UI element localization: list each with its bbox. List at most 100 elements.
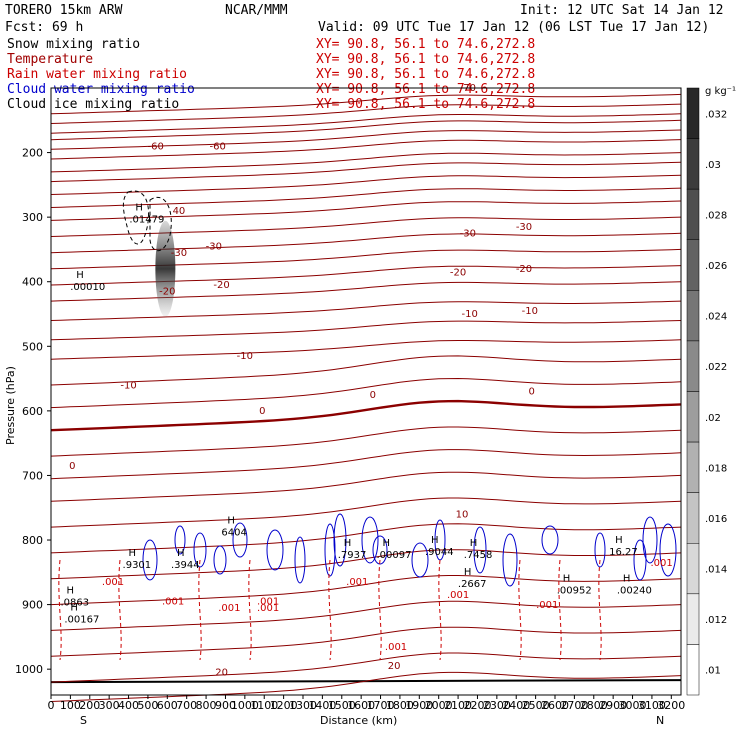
isotherm-label: 40	[173, 206, 186, 217]
rain-water-contour	[328, 559, 332, 661]
colorbar-label: .014	[705, 565, 727, 576]
maximum-h: H	[623, 574, 631, 585]
maximum-h: H	[177, 548, 185, 559]
cloud-water-contour	[324, 523, 336, 577]
isotherm-line	[50, 187, 682, 208]
rain-label: .001	[102, 577, 124, 588]
maximum-marker: H.00240	[617, 574, 652, 597]
maximum-h: H	[382, 538, 390, 549]
isotherm-label: 10	[456, 509, 469, 520]
cloud-ice-contour	[122, 190, 150, 245]
maximum-h: H	[67, 585, 75, 596]
x-tick-label: 3000	[619, 699, 647, 712]
colorbar-label: .032	[705, 109, 727, 120]
field-xy-snow: XY= 90.8, 56.1 to 74.6,272.8	[316, 37, 535, 52]
isotherm-line	[50, 320, 682, 341]
x-tick-label: 1200	[270, 699, 298, 712]
x-tick-label: 2900	[599, 699, 627, 712]
y-tick-label: 700	[22, 469, 43, 482]
y-tick-label: 200	[22, 147, 43, 160]
colorbar-segment	[686, 340, 700, 392]
rain-label: .001	[162, 597, 184, 608]
init-label: Init: 12 UTC Sat 14 Jan 12	[520, 3, 724, 18]
isotherm-label: -30	[171, 248, 187, 259]
rain-label: .001	[257, 603, 279, 614]
maximum-value: .00167	[64, 615, 99, 626]
axes: S N Distance (km) Pressure (hPa) 0 100200…	[4, 87, 685, 727]
cloud-water-contour	[193, 532, 207, 568]
y-tick-label: 1000	[15, 663, 43, 676]
maximum-value: .01479	[129, 214, 164, 225]
cloud-water-contour	[232, 522, 248, 558]
colorbar-segment	[686, 188, 700, 241]
x-tick-label: 600	[157, 699, 178, 712]
isotherm-line	[50, 103, 682, 124]
isotherm-line	[50, 232, 682, 254]
cloud-water-contour	[659, 523, 677, 577]
x-tick-label: 1400	[308, 699, 336, 712]
maximum-value: .9044	[425, 547, 454, 558]
isotherm-line	[50, 426, 682, 457]
colorbar-segment	[686, 138, 700, 190]
cloud-water-contour	[294, 536, 306, 584]
isotherm-line	[50, 300, 682, 321]
isotherm-line	[50, 575, 682, 606]
isotherm-label: -10	[120, 380, 136, 391]
maximum-h: H	[227, 516, 235, 527]
colorbar-segment	[686, 492, 700, 544]
colorbar-segment	[686, 644, 700, 696]
rain-water-contour	[198, 559, 202, 661]
x-tick-label: 800	[196, 699, 217, 712]
cloud-water-contour	[142, 539, 158, 581]
rain-water-contour	[558, 559, 562, 661]
colorbar-label: .012	[705, 615, 727, 626]
maximum-marker: H.00167	[64, 603, 99, 626]
isotherm-line	[50, 281, 682, 302]
isotherm-line	[50, 161, 682, 183]
isotherm-line	[50, 248, 682, 270]
y-tick-label: 600	[22, 405, 43, 418]
colorbar-label: .02	[705, 413, 721, 424]
rain-label: .001	[650, 558, 672, 569]
chart-header: TORERO 15km ARW NCAR/MMM Init: 12 UTC Sa…	[5, 3, 724, 35]
rain-label: .001	[218, 603, 240, 614]
maximum-value: .0863	[61, 597, 90, 608]
cloud-water-contour	[473, 526, 487, 574]
isotherm-line	[50, 139, 682, 160]
x-tick-label: 700	[176, 699, 197, 712]
field-name-rain: Rain water mixing ratio	[7, 67, 187, 82]
x-tick-label: 1300	[289, 699, 317, 712]
field-name-cloud-ice: Cloud ice mixing ratio	[7, 97, 179, 112]
isotherm-line	[50, 497, 682, 528]
x-tick-label: 2600	[541, 699, 569, 712]
isotherm-label: -30	[206, 241, 222, 252]
maximum-h: H	[464, 567, 472, 578]
x-tick-label: 3200	[657, 699, 685, 712]
cloud-ice-contour	[149, 197, 172, 252]
rain-label: .001	[346, 577, 368, 588]
maximum-value: .7458	[464, 550, 493, 561]
plot-frame	[50, 87, 682, 696]
maximum-h: H	[70, 603, 78, 614]
isotherm-label: -30	[516, 222, 532, 233]
maximum-value: .7937	[338, 550, 367, 561]
x-tick-label: 1900	[405, 699, 433, 712]
isotherm-line	[50, 626, 682, 657]
isotherm-line	[50, 377, 682, 409]
maximum-value: .00010	[70, 282, 105, 293]
colorbar-segment	[686, 543, 700, 595]
x-axis-label: Distance (km)	[320, 714, 397, 727]
isotherm-label: -10	[522, 306, 538, 317]
isotherm-line	[50, 399, 682, 432]
isotherm-line	[50, 523, 682, 554]
x-tick-label: 0	[48, 699, 55, 712]
x-tick-label: 2300	[483, 699, 511, 712]
maximum-h: H	[76, 270, 84, 281]
isotherm-label: 0	[529, 387, 535, 398]
field-name-temperature: Temperature	[7, 52, 93, 67]
cloud-water-contour	[642, 516, 658, 564]
snow-shading	[155, 220, 176, 317]
x-tick-label: 100	[60, 699, 81, 712]
maximum-marker: H.9044	[425, 535, 454, 558]
maximum-value: .3944	[171, 560, 200, 571]
